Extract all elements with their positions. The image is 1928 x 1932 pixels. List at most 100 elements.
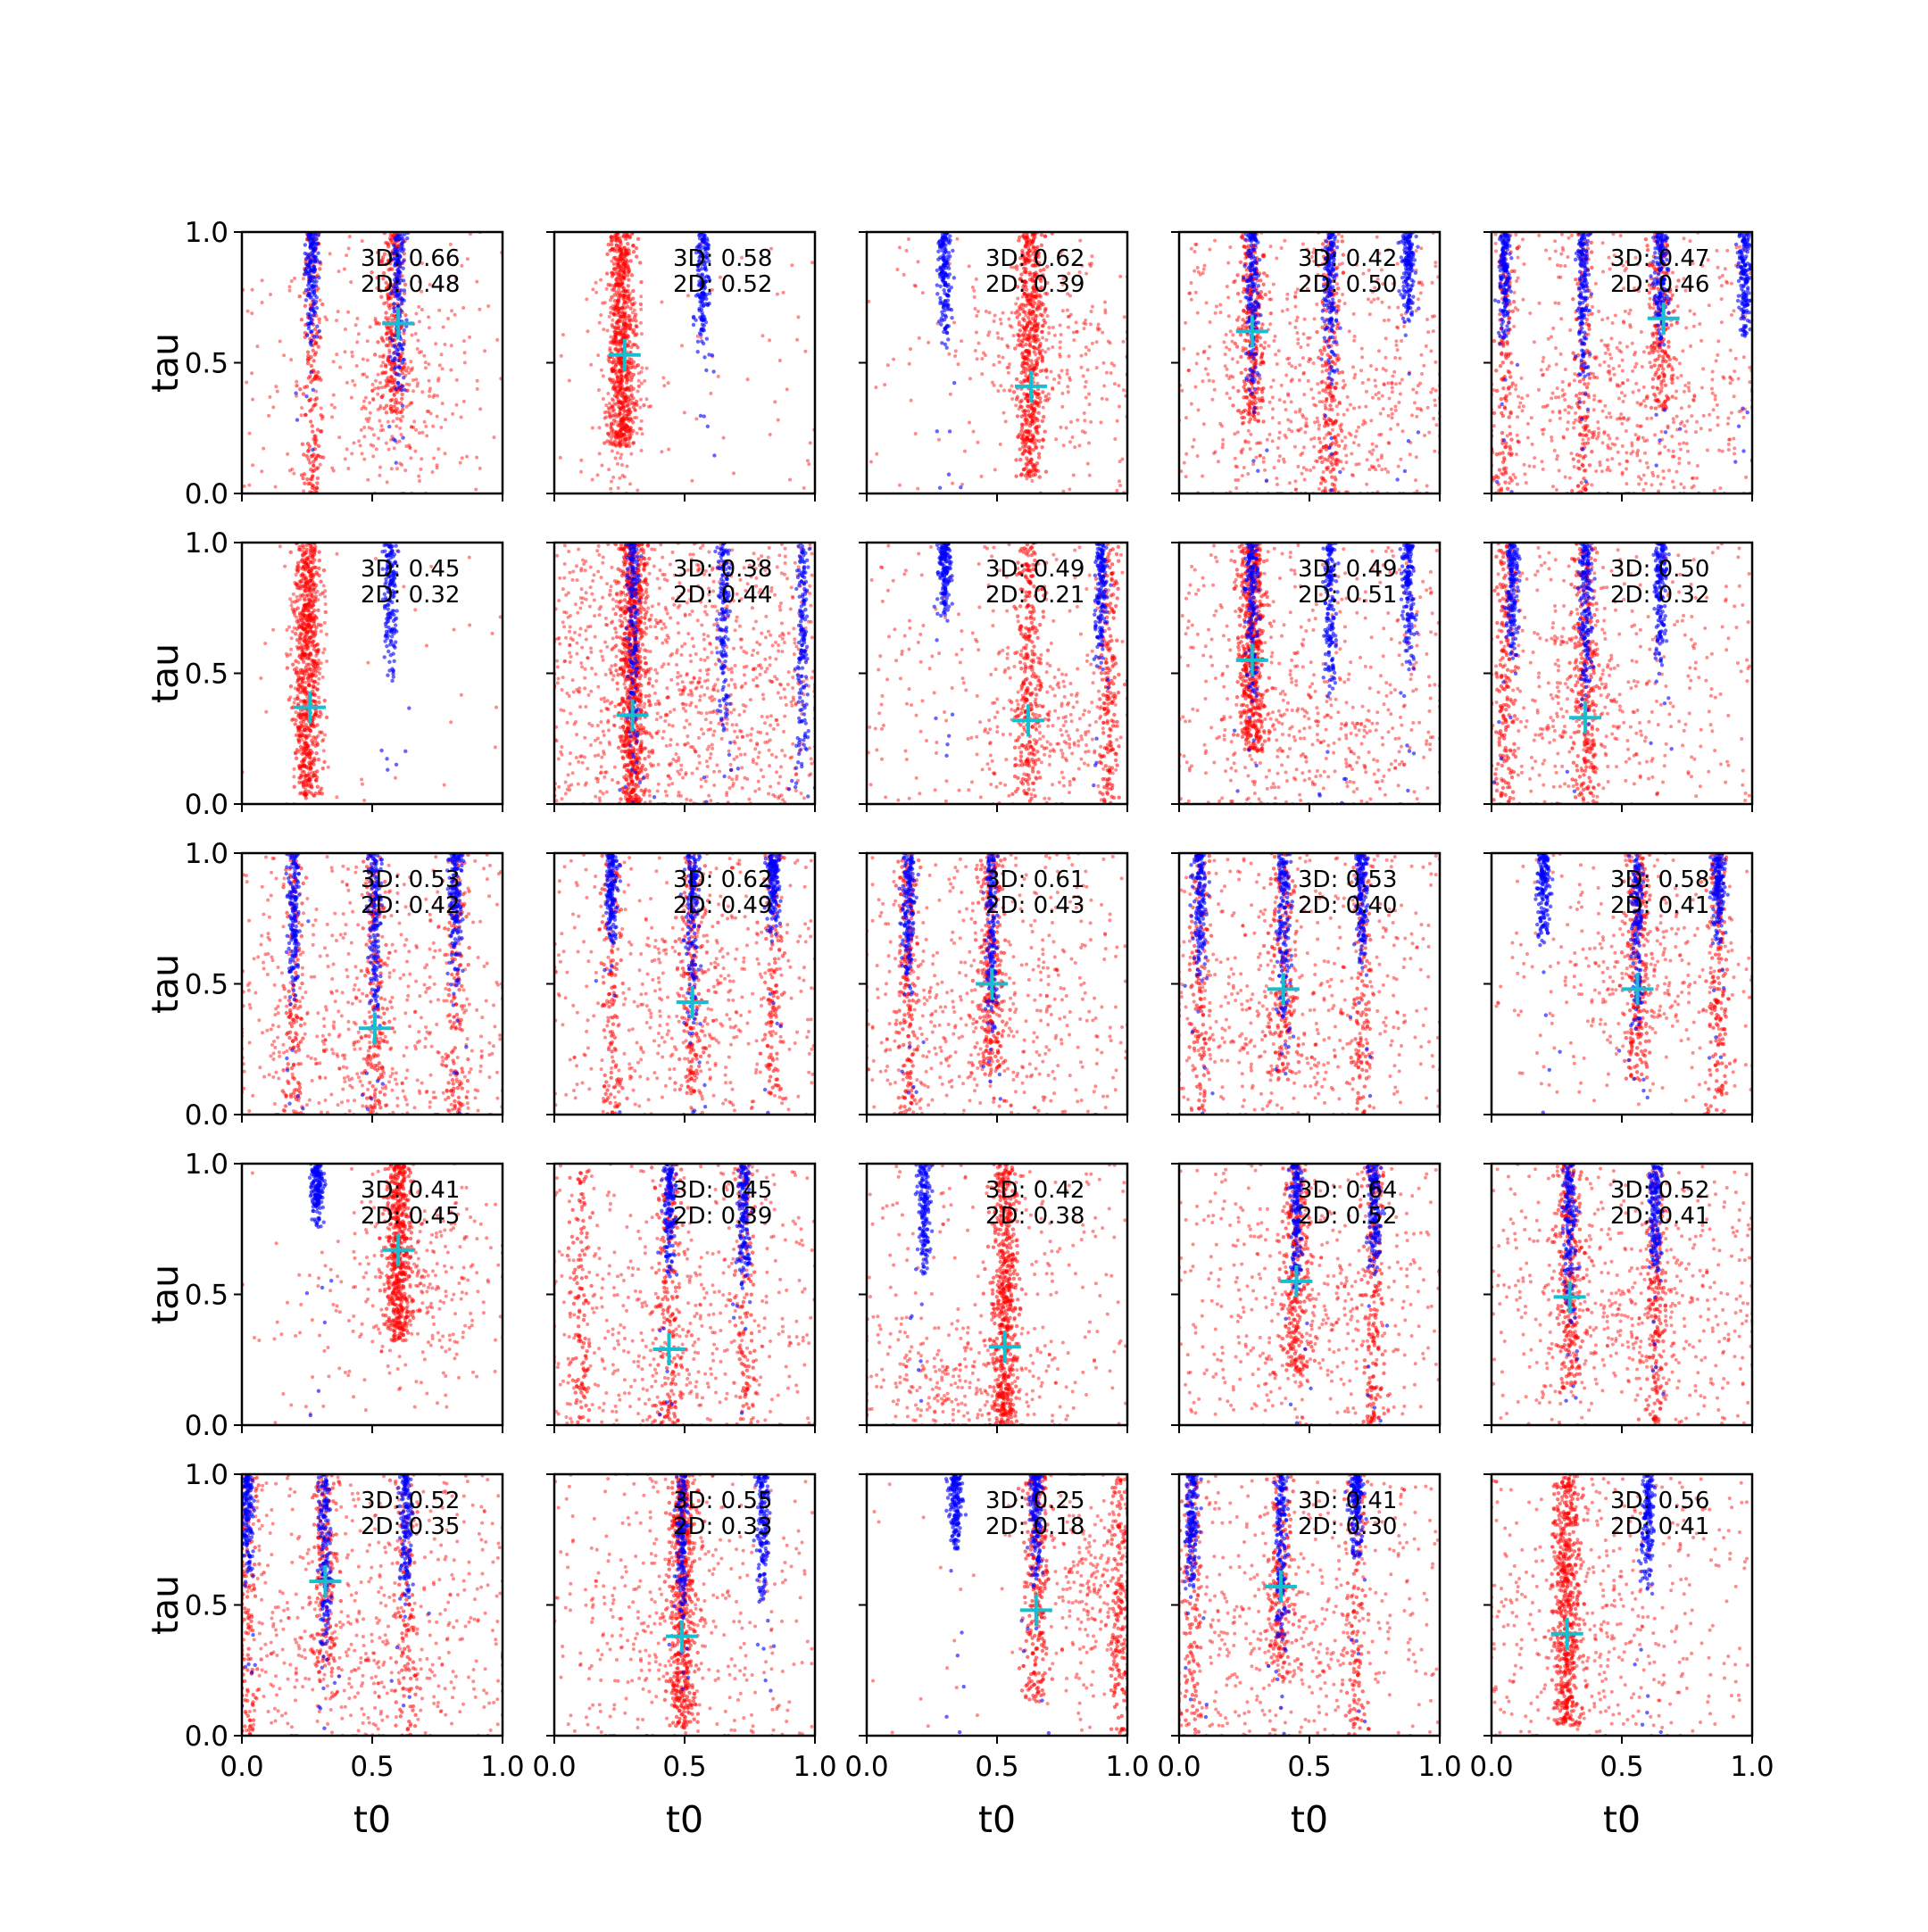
red-point xyxy=(1399,393,1402,396)
red-point xyxy=(1249,418,1252,421)
red-point xyxy=(420,390,424,394)
blue-point xyxy=(1410,313,1414,317)
red-point xyxy=(1024,367,1027,370)
red-point xyxy=(1262,346,1266,350)
red-point xyxy=(1387,414,1391,418)
red-point xyxy=(446,317,450,320)
red-point xyxy=(1400,339,1403,343)
blue-point xyxy=(313,260,317,263)
red-point xyxy=(1247,429,1251,433)
red-point xyxy=(1033,408,1036,411)
red-point xyxy=(495,338,499,342)
red-point xyxy=(1259,344,1263,347)
red-point xyxy=(1242,309,1245,312)
red-point xyxy=(1317,391,1321,394)
red-point xyxy=(395,417,399,420)
red-point xyxy=(732,471,735,475)
blue-point xyxy=(1250,256,1253,260)
red-point xyxy=(1301,415,1305,419)
blue-point xyxy=(1417,430,1420,434)
blue-point xyxy=(699,414,702,418)
red-point xyxy=(1033,302,1036,305)
red-point xyxy=(634,319,637,322)
blue-point xyxy=(1265,478,1268,482)
red-point xyxy=(907,237,910,241)
red-point xyxy=(1040,313,1043,317)
red-point xyxy=(1208,248,1211,252)
red-point xyxy=(1239,355,1242,359)
red-point xyxy=(627,441,631,444)
red-point xyxy=(1080,366,1084,369)
red-point xyxy=(1283,460,1286,464)
red-point xyxy=(991,381,994,385)
blue-point xyxy=(1252,377,1256,381)
red-point xyxy=(449,369,453,372)
red-point xyxy=(1022,468,1026,471)
red-point xyxy=(610,235,613,238)
blue-point xyxy=(393,351,396,354)
red-point xyxy=(1344,460,1348,464)
blue-point xyxy=(305,334,309,337)
annotation-2d: 2D: 0.39 xyxy=(985,271,1084,298)
red-point xyxy=(1397,401,1400,404)
blue-point xyxy=(1409,287,1412,291)
red-point xyxy=(1090,254,1093,258)
red-point xyxy=(1383,382,1386,386)
blue-point xyxy=(938,302,942,305)
red-point xyxy=(603,301,607,304)
blue-point xyxy=(945,307,949,311)
red-point xyxy=(1361,381,1365,385)
red-point xyxy=(902,273,906,277)
blue-point xyxy=(702,233,706,236)
red-point xyxy=(1277,436,1281,440)
red-point xyxy=(954,349,958,352)
red-point xyxy=(640,449,644,452)
red-point xyxy=(640,382,644,386)
red-point xyxy=(1217,460,1220,463)
red-point xyxy=(374,317,378,320)
red-point xyxy=(1333,484,1336,487)
red-point xyxy=(288,289,292,293)
red-point xyxy=(972,430,976,434)
red-point xyxy=(319,413,322,417)
red-point xyxy=(1084,386,1087,389)
blue-point xyxy=(314,284,318,287)
red-point xyxy=(1433,398,1436,402)
red-point xyxy=(1022,361,1026,364)
red-point xyxy=(1040,445,1043,449)
red-point xyxy=(694,417,698,420)
blue-point xyxy=(316,242,320,245)
annotation-3d: 3D: 0.62 xyxy=(985,245,1084,272)
red-point xyxy=(393,394,396,397)
red-point xyxy=(309,380,312,384)
red-point xyxy=(1072,474,1076,477)
red-point xyxy=(973,295,976,299)
red-point xyxy=(612,419,616,422)
red-point xyxy=(377,386,380,390)
red-point xyxy=(1084,396,1088,400)
red-point xyxy=(1105,371,1109,375)
red-point xyxy=(1247,410,1251,413)
blue-point xyxy=(306,255,310,259)
red-point xyxy=(310,454,313,458)
red-point xyxy=(1224,352,1227,356)
red-point xyxy=(639,308,643,311)
annotation-2d: 2D: 0.48 xyxy=(361,271,460,298)
blue-point xyxy=(312,255,316,259)
blue-point xyxy=(403,388,406,392)
red-point xyxy=(785,387,789,391)
red-point xyxy=(768,338,771,342)
red-point xyxy=(1301,472,1304,476)
blue-point xyxy=(403,328,406,332)
red-point xyxy=(1380,301,1384,304)
red-point xyxy=(1054,437,1058,441)
red-point xyxy=(1209,320,1212,324)
red-point xyxy=(1026,469,1029,473)
red-point xyxy=(611,366,615,369)
red-point xyxy=(1384,356,1387,360)
red-point xyxy=(1685,419,1689,423)
red-point xyxy=(1346,408,1350,411)
red-point xyxy=(362,435,366,438)
red-point xyxy=(610,270,613,274)
red-point xyxy=(617,349,620,352)
